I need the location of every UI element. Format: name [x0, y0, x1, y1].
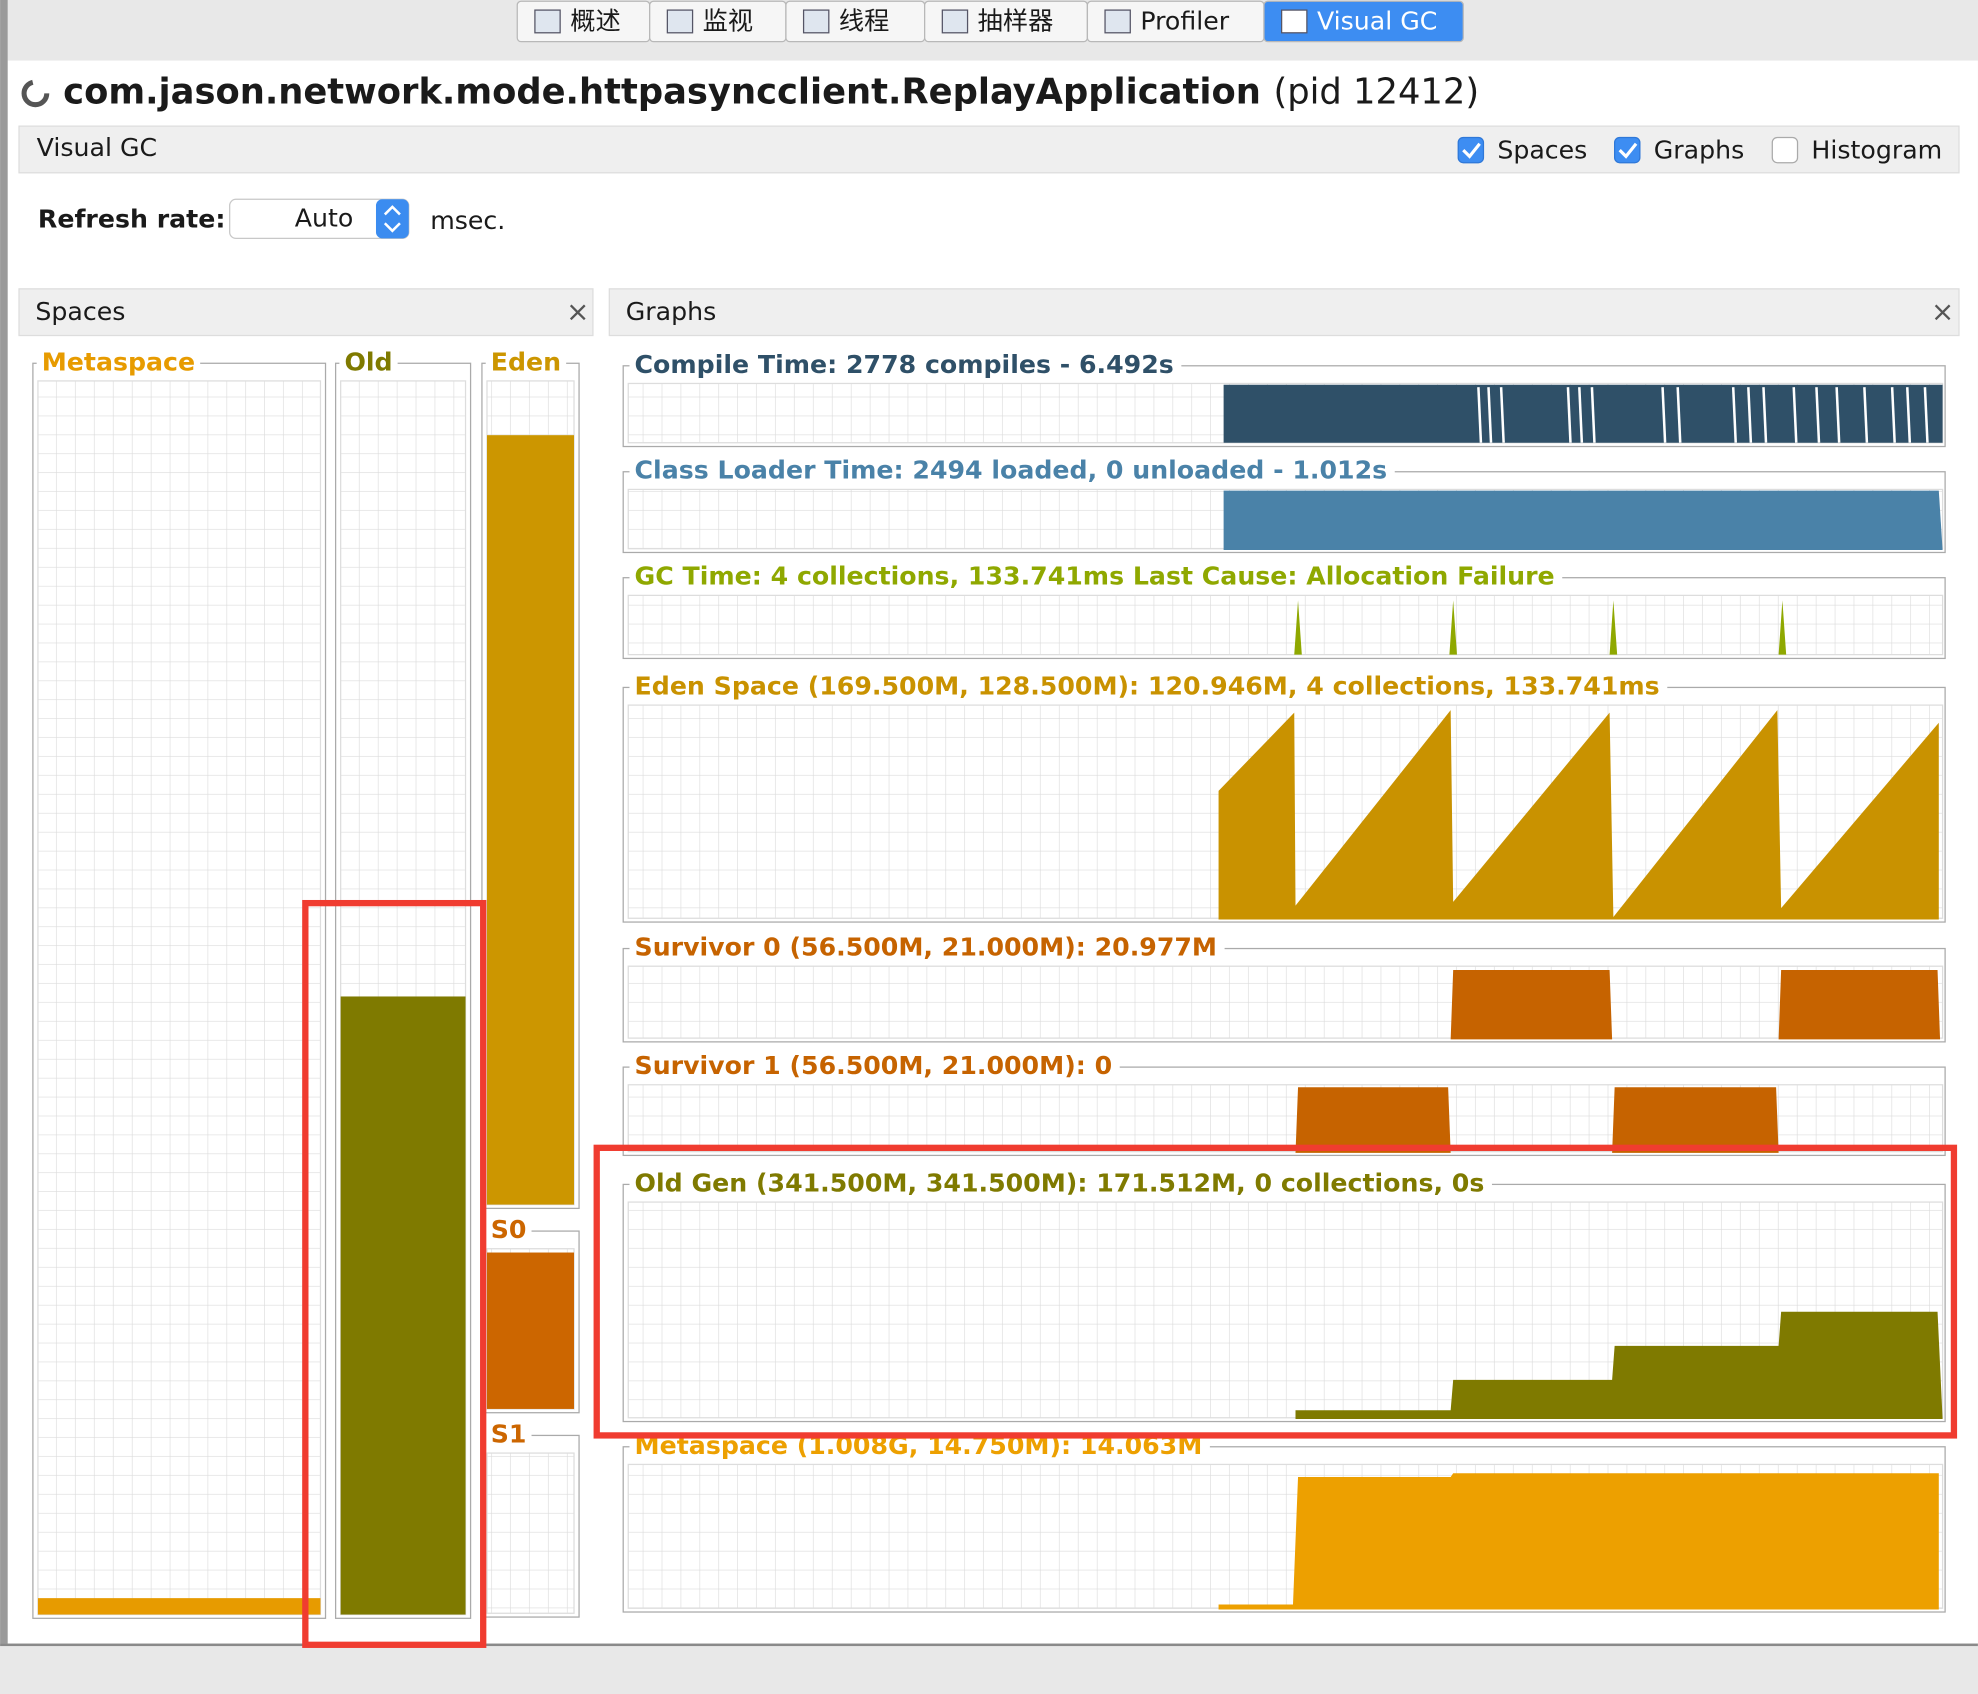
- tab-label: Profiler: [1140, 7, 1229, 36]
- graph-area: [1450, 969, 1941, 1040]
- graph-title: Old Gen (341.500M, 341.500M): 171.512M, …: [635, 1168, 1485, 1197]
- checkbox[interactable]: [1457, 136, 1485, 164]
- refresh-unit: msec.: [430, 206, 505, 235]
- graph-title: Survivor 0 (56.500M, 21.000M): 20.977M: [635, 933, 1217, 962]
- graph-title: Eden Space (169.500M, 128.500M): 120.946…: [635, 671, 1660, 700]
- graph-area: [1218, 710, 1939, 920]
- graph-title: Class Loader Time: 2494 loaded, 0 unload…: [635, 456, 1388, 485]
- space-usage: [486, 435, 575, 1205]
- highlight-box: [593, 1144, 1958, 1439]
- tab-label: 抽样器: [978, 7, 1054, 36]
- refresh-value: Auto: [295, 203, 354, 232]
- space-label: S0: [491, 1215, 527, 1244]
- space-usage: [37, 1598, 321, 1615]
- space-label: S1: [491, 1419, 527, 1448]
- checkbox-label: Histogram: [1811, 135, 1942, 164]
- checkbox-label: Graphs: [1654, 135, 1745, 164]
- app-title: com.jason.network.mode.httpasyncclient.R…: [63, 71, 1479, 112]
- tab-label: 监视: [703, 7, 753, 36]
- loading-spinner: [21, 79, 50, 108]
- tab-label: 线程: [839, 7, 889, 36]
- graph-area: [1295, 1311, 1943, 1420]
- spaces-title: Spaces: [35, 297, 125, 326]
- space-label: Metaspace: [42, 347, 195, 376]
- close-button[interactable]: ×: [566, 295, 589, 328]
- tab[interactable]: [1263, 0, 1464, 43]
- graph-area: [1295, 1087, 1779, 1153]
- graph-title: GC Time: 4 collections, 133.741ms Last C…: [635, 562, 1555, 591]
- graph-area: [1218, 1473, 1939, 1610]
- checkbox-label: Spaces: [1497, 135, 1587, 164]
- pid: (pid 12412): [1273, 71, 1479, 112]
- space-usage: [340, 996, 466, 1615]
- refresh-label: Refresh rate:: [38, 205, 225, 234]
- graph-title: Compile Time: 2778 compiles - 6.492s: [635, 350, 1174, 379]
- space-usage: [486, 1252, 575, 1409]
- highlight-box: [302, 899, 487, 1648]
- app-name: com.jason.network.mode.httpasyncclient.R…: [63, 71, 1261, 112]
- checkbox[interactable]: [1614, 136, 1641, 164]
- space-label: Eden: [491, 347, 561, 376]
- panel-title: Visual GC: [37, 133, 157, 162]
- close-button[interactable]: ×: [1931, 295, 1954, 328]
- graph-area: [1223, 384, 1943, 443]
- graph-title: Survivor 1 (56.500M, 21.000M): 0: [635, 1051, 1113, 1080]
- checkbox[interactable]: [1771, 136, 1799, 164]
- tab-label: Visual GC: [1317, 7, 1437, 36]
- graphs-title: Graphs: [626, 297, 716, 326]
- graph-area: [1223, 490, 1943, 550]
- space-label: Old: [344, 347, 392, 376]
- tab-label: 概述: [570, 7, 620, 36]
